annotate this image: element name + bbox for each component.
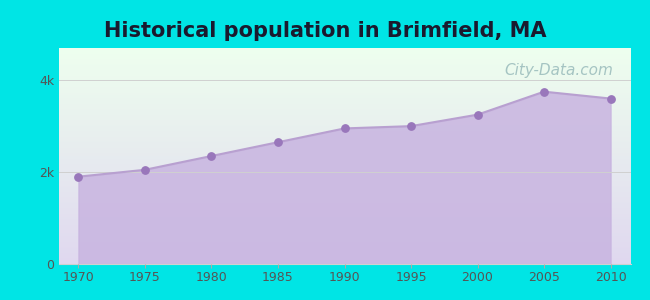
Point — [339, 126, 350, 131]
Point — [273, 140, 283, 145]
Point — [539, 89, 549, 94]
Point — [206, 154, 216, 158]
Point — [140, 167, 150, 172]
Point — [473, 112, 483, 117]
Text: City-Data.com: City-Data.com — [504, 63, 614, 78]
Point — [605, 96, 616, 101]
Text: Historical population in Brimfield, MA: Historical population in Brimfield, MA — [104, 21, 546, 41]
Point — [406, 124, 416, 128]
Point — [73, 174, 84, 179]
